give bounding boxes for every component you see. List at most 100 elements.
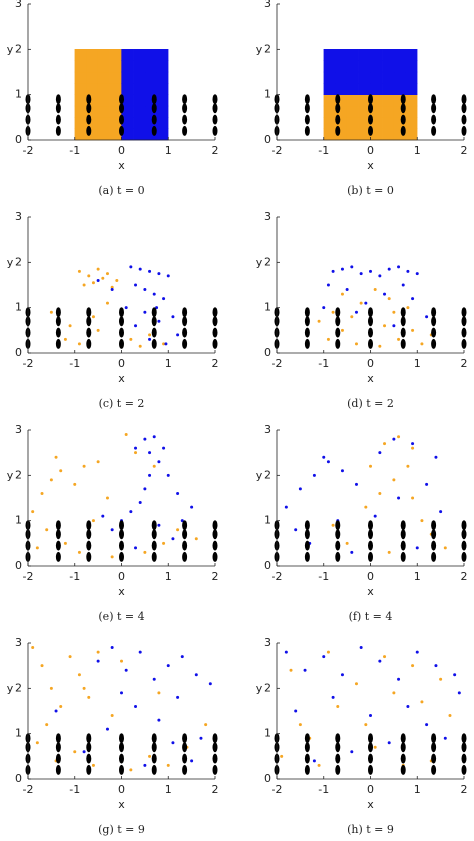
- particle: [387, 741, 391, 745]
- particle: [86, 733, 92, 744]
- caption: (g) t = 9: [98, 823, 145, 836]
- particle: [97, 105, 110, 118]
- particle: [182, 529, 188, 540]
- particle: [368, 94, 373, 105]
- particle: [40, 664, 44, 668]
- particle: [420, 342, 424, 346]
- particle: [382, 105, 395, 118]
- y-tick-label: 1: [264, 727, 271, 740]
- particle: [74, 71, 87, 84]
- y-tick-label: 3: [15, 423, 22, 436]
- particle: [148, 269, 152, 273]
- particle: [331, 695, 335, 699]
- particle: [182, 307, 188, 318]
- particle: [312, 759, 316, 763]
- particle: [176, 333, 180, 337]
- caption: (h) t = 9: [347, 823, 394, 836]
- particle: [129, 510, 133, 514]
- particle: [86, 103, 92, 114]
- particle: [134, 283, 138, 287]
- particle: [331, 310, 335, 314]
- particle: [370, 94, 383, 107]
- x-axis-label: x: [367, 159, 374, 172]
- x-tick-label: -1: [69, 570, 80, 583]
- x-tick-label: -1: [318, 570, 329, 583]
- particle: [373, 745, 377, 749]
- particle: [393, 60, 406, 73]
- y-tick-label: 1: [264, 514, 271, 527]
- particle: [55, 114, 61, 125]
- particle: [397, 265, 401, 269]
- particle: [91, 315, 95, 319]
- particle: [303, 668, 307, 672]
- particle: [400, 753, 406, 764]
- particle: [393, 49, 406, 61]
- particle: [55, 551, 61, 562]
- particle: [335, 60, 348, 73]
- particle: [148, 333, 152, 337]
- particle: [151, 316, 157, 327]
- particle: [346, 71, 359, 84]
- particle: [336, 704, 340, 708]
- particle: [393, 83, 406, 95]
- particle: [400, 327, 406, 338]
- particle: [157, 460, 161, 464]
- particle: [354, 342, 358, 346]
- particle: [368, 125, 373, 136]
- particle: [411, 664, 415, 668]
- particle: [368, 733, 373, 744]
- particle: [82, 686, 86, 690]
- particle: [212, 327, 218, 338]
- particle: [157, 523, 161, 527]
- particle: [156, 94, 169, 107]
- particle: [420, 519, 424, 523]
- particle: [86, 114, 92, 125]
- particle: [326, 337, 330, 341]
- particle: [369, 269, 372, 273]
- particle: [212, 753, 218, 764]
- particle: [97, 49, 110, 61]
- particle: [304, 327, 310, 338]
- x-axis-label: x: [367, 798, 374, 811]
- caption: (a) t = 0: [98, 184, 144, 197]
- particle: [340, 469, 344, 473]
- particle: [45, 723, 49, 727]
- particle: [86, 338, 92, 349]
- particle: [368, 114, 373, 125]
- caption: (d) t = 2: [347, 397, 394, 410]
- particle: [121, 83, 134, 95]
- particle: [457, 691, 461, 695]
- x-tick-label: -1: [318, 144, 329, 157]
- particle: [431, 529, 437, 540]
- particle: [358, 105, 371, 118]
- particle: [176, 695, 180, 699]
- particle: [461, 316, 467, 327]
- particle: [400, 742, 406, 753]
- particle: [148, 473, 152, 477]
- particle: [378, 659, 382, 663]
- particle: [443, 736, 447, 740]
- y-tick-label: 0: [264, 772, 271, 785]
- particle: [82, 464, 86, 468]
- particle: [97, 128, 110, 141]
- particle: [151, 520, 157, 531]
- particle: [129, 337, 133, 341]
- particle: [425, 482, 429, 486]
- particle: [151, 327, 157, 338]
- particle: [368, 316, 373, 327]
- x-tick-label: 1: [414, 570, 421, 583]
- particle: [359, 646, 363, 650]
- particle: [326, 460, 330, 464]
- particle: [335, 94, 341, 105]
- particle: [63, 337, 67, 341]
- particle: [86, 529, 92, 540]
- particle: [91, 763, 95, 767]
- x-tick-label: 0: [118, 144, 125, 157]
- particle: [68, 324, 72, 328]
- particle: [156, 71, 169, 84]
- particle: [182, 338, 188, 349]
- x-tick-label: 1: [165, 570, 172, 583]
- particle: [134, 446, 138, 450]
- particle: [110, 285, 114, 289]
